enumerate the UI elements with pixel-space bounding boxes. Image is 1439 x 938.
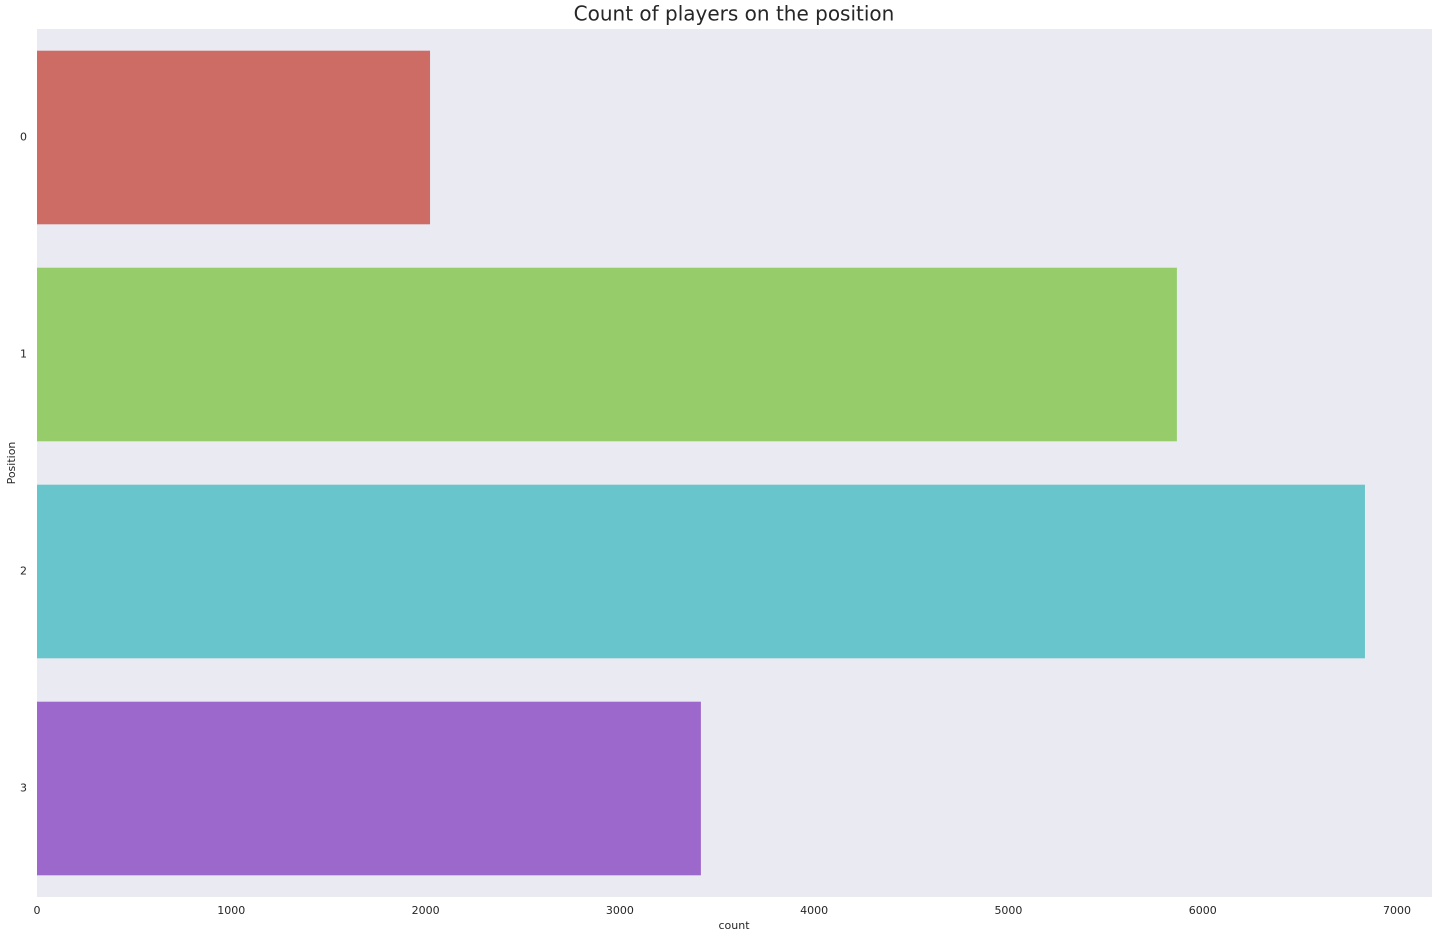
- x-tick-label: 2000: [412, 904, 440, 917]
- bar: [37, 701, 701, 876]
- y-tick-label: 3: [20, 782, 27, 795]
- x-tick-label: 5000: [994, 904, 1022, 917]
- x-tick-label: 7000: [1383, 904, 1411, 917]
- x-tick-label: 6000: [1189, 904, 1217, 917]
- x-axis-label: count: [718, 919, 750, 932]
- chart-title: Count of players on the position: [574, 2, 895, 26]
- x-tick-label: 4000: [800, 904, 828, 917]
- y-axis-label: Position: [5, 442, 18, 485]
- bar: [37, 484, 1365, 659]
- y-tick-label: 2: [20, 565, 27, 578]
- bar: [37, 267, 1177, 442]
- x-tick-label: 0: [34, 904, 41, 917]
- x-tick-label: 1000: [217, 904, 245, 917]
- y-tick-label: 0: [20, 131, 27, 144]
- x-tick-label: 3000: [606, 904, 634, 917]
- bar: [37, 50, 431, 225]
- y-tick-label: 1: [20, 348, 27, 361]
